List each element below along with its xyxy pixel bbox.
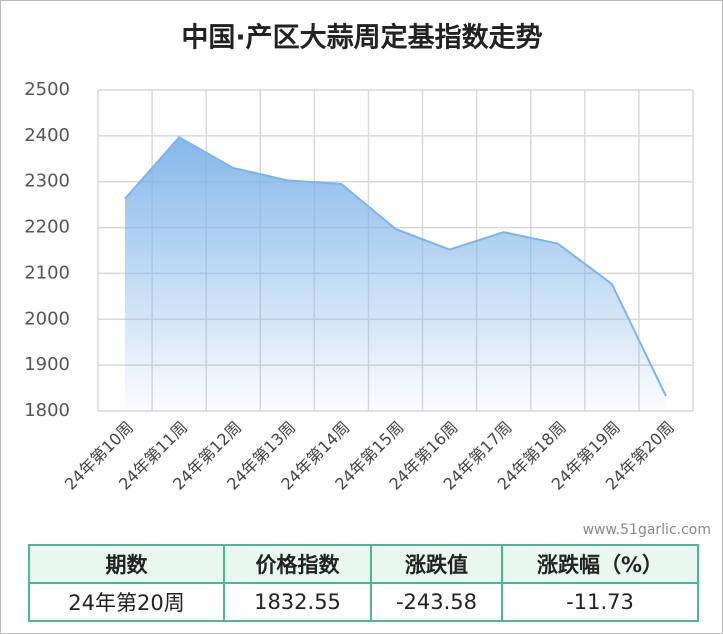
y-tick-label: 1900	[24, 354, 70, 375]
table-row: 24年第20周 1832.55 -243.58 -11.73	[28, 582, 699, 622]
y-tick-label: 2500	[24, 79, 70, 100]
y-tick-label: 2400	[24, 125, 70, 146]
area	[125, 137, 666, 412]
line	[124, 135, 667, 397]
chart: 中国·产区大蒜周定基指数走势 www.51garlic.com 1800 1900…	[24, 22, 711, 539]
cell: -243.58	[370, 582, 503, 622]
y-tick-label: 2100	[24, 262, 70, 283]
table-header: 期数 价格指数 涨跌值 涨跌幅（%）	[28, 544, 699, 584]
header-cell: 期数	[28, 544, 225, 584]
chart-title: 中国·产区大蒜周定基指数走势	[181, 22, 542, 54]
cell: -11.73	[501, 582, 699, 622]
watermark: www.51garlic.com	[583, 522, 711, 538]
header-cell: 涨跌值	[370, 544, 503, 584]
y-tick-label: 2000	[24, 308, 70, 329]
cell: 24年第20周	[28, 582, 225, 622]
header-cell: 价格指数	[223, 544, 372, 584]
y-tick-label: 1800	[24, 400, 70, 421]
y-tick-label: 2300	[24, 171, 70, 192]
header-cell: 涨跌幅（%）	[501, 544, 699, 584]
y-tick-label: 2200	[24, 217, 70, 238]
cell: 1832.55	[223, 582, 372, 622]
summary-table: 期数 价格指数 涨跌值 涨跌幅（%） 24年第20周 1832.55 -243.…	[28, 544, 699, 622]
